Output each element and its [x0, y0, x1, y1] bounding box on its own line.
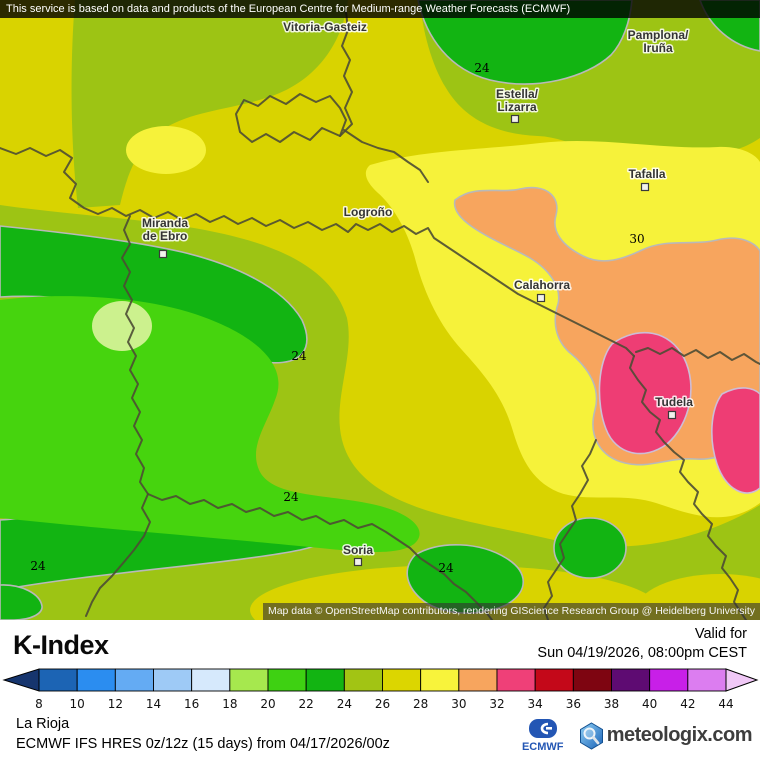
band-k20 — [0, 296, 420, 552]
scale-segment-40-42 — [649, 668, 689, 692]
city-label-logrono: Logroño — [344, 205, 393, 219]
city-miranda-de-ebro: Miranda de Ebro — [140, 215, 190, 259]
contour-label-30-1: 30 — [629, 232, 644, 246]
city-marker-tafalla — [640, 182, 650, 192]
meteologix-logo[interactable]: meteologix.com — [579, 721, 753, 750]
band-k18-spot — [92, 301, 152, 351]
scale-segment-24-26 — [343, 668, 383, 692]
scale-segment-8-10 — [38, 668, 78, 692]
city-labels: Vitoria-Gasteiz Miranda de Ebro Pamplona/Ir… — [140, 19, 695, 567]
scale-segment-10-12 — [76, 668, 116, 692]
city-estella-lizarra: Estella/Lizarra — [494, 86, 540, 124]
city-marker-miranda-de-ebro — [158, 249, 168, 259]
scale-tick-10: 10 — [70, 697, 85, 711]
city-marker-estella-lizarra — [510, 114, 520, 124]
scale-segment-38-40 — [611, 668, 651, 692]
model-run-info: ECMWF IFS HRES 0z/12z (15 days) from 04/… — [16, 736, 390, 752]
city-label-tafalla: Tafalla — [628, 167, 665, 181]
contour-label-24-5: 24 — [438, 561, 454, 575]
meteologix-logo-text: meteologix.com — [606, 724, 753, 746]
valid-datetime: Sun 04/19/2026, 08:00pm CEST — [537, 645, 747, 661]
ecmwf-logo[interactable]: ECMWF — [515, 718, 571, 753]
city-label-estella-lizarra: Estella/Lizarra — [496, 87, 539, 114]
city-label-calahorra: Calahorra — [514, 278, 570, 292]
scale-tick-28: 28 — [413, 697, 428, 711]
city-vitoria-gasteiz: Vitoria-Gasteiz — [282, 19, 369, 36]
admin-borders — [0, 11, 760, 620]
scale-tick-40: 40 — [642, 697, 657, 711]
scale-tick-20: 20 — [260, 697, 275, 711]
scale-segment-42-44 — [687, 668, 727, 692]
contour-label-24-3: 24 — [283, 490, 299, 504]
scale-tick-38: 38 — [604, 697, 619, 711]
scale-tick-22: 22 — [299, 697, 314, 711]
page-title: K-Index — [13, 630, 109, 660]
scale-tick-34: 34 — [528, 697, 543, 711]
contour-label-24-0: 24 — [474, 61, 490, 75]
city-marker-calahorra — [536, 293, 546, 303]
scale-segment-18-20 — [229, 668, 269, 692]
scale-tick-42: 42 — [680, 697, 695, 711]
contour-labels: 24 30 24 24 24 24 — [30, 61, 644, 575]
city-label-tudela: Tudela — [655, 395, 693, 409]
ecmwf-service-banner: This service is based on data and produc… — [0, 0, 760, 18]
city-logrono: Logroño — [342, 204, 394, 221]
scale-segment-14-16 — [153, 668, 193, 692]
scale-segment-16-18 — [191, 668, 231, 692]
city-label-pamplona-iruna: Pamplona/Iruña — [628, 28, 689, 55]
scale-segment-20-22 — [267, 668, 307, 692]
scale-tick-44: 44 — [718, 697, 733, 711]
logos-block: ECMWF meteologix.com — [515, 718, 753, 753]
city-label-vitoria-gasteiz: Vitoria-Gasteiz — [283, 20, 367, 34]
valid-for-label: Valid for — [694, 626, 747, 642]
city-marker-soria — [353, 557, 363, 567]
city-tafalla: Tafalla — [627, 166, 667, 192]
scale-tick-8: 8 — [35, 697, 43, 711]
region-label: La Rioja — [16, 716, 70, 732]
city-label-soria: Soria — [343, 543, 373, 557]
ecmwf-icon — [528, 719, 557, 738]
scale-arrow-right — [725, 668, 759, 692]
scale-arrow-left — [2, 668, 40, 692]
scale-tick-12: 12 — [108, 697, 123, 711]
scale-tick-36: 36 — [566, 697, 581, 711]
ecmwf-logo-text: ECMWF — [521, 741, 564, 753]
scale-tick-30: 30 — [451, 697, 466, 711]
valid-time-block: Valid for Sun 04/19/2026, 08:00pm CEST — [537, 625, 747, 663]
city-marker-tudela — [667, 410, 677, 420]
scale-segment-28-30 — [420, 668, 460, 692]
city-pamplona-iruna: Pamplona/Iruña — [626, 27, 690, 57]
scale-segment-12-14 — [114, 668, 154, 692]
map-area: 24 30 24 24 24 24 Vitoria-Gasteiz Miranda de Eb… — [0, 0, 760, 620]
band-k22-south — [406, 517, 627, 614]
city-calahorra: Calahorra — [512, 277, 572, 303]
scale-tick-26: 26 — [375, 697, 390, 711]
scale-tick-14: 14 — [146, 697, 161, 711]
map-attribution: Map data © OpenStreetMap contributors, r… — [262, 603, 760, 620]
scale-segment-32-34 — [496, 668, 536, 692]
contour-label-24-2: 24 — [291, 349, 307, 363]
scale-segment-34-36 — [534, 668, 574, 692]
color-scale: 8 10 12 14 16 18 20 22 24 26 28 30 32 34 36 38 40 42 44 — [2, 668, 759, 711]
scale-segment-26-28 — [382, 668, 422, 692]
meteologix-icon — [579, 721, 603, 750]
city-label-miranda-de-ebro: Miranda de Ebro — [142, 216, 188, 243]
legend-panel: K-Index Valid for Sun 04/19/2026, 08:00p… — [0, 620, 760, 760]
scale-tick-24: 24 — [337, 697, 352, 711]
scale-tick-32: 32 — [489, 697, 504, 711]
banner-text: This service is based on data and produc… — [6, 3, 571, 15]
scale-tick-16: 16 — [184, 697, 199, 711]
scale-segment-36-38 — [572, 668, 612, 692]
scale-tick-18: 18 — [222, 697, 237, 711]
contour-label-24-4: 24 — [30, 559, 46, 573]
scale-segment-22-24 — [305, 668, 345, 692]
city-tudela: Tudela — [654, 394, 695, 420]
city-soria: Soria — [341, 542, 375, 567]
attribution-text: Map data © OpenStreetMap contributors, r… — [267, 605, 755, 617]
scale-segment-30-32 — [458, 668, 498, 692]
k-index-map: 24 30 24 24 24 24 Vitoria-Gasteiz Miranda de Eb… — [0, 0, 760, 620]
